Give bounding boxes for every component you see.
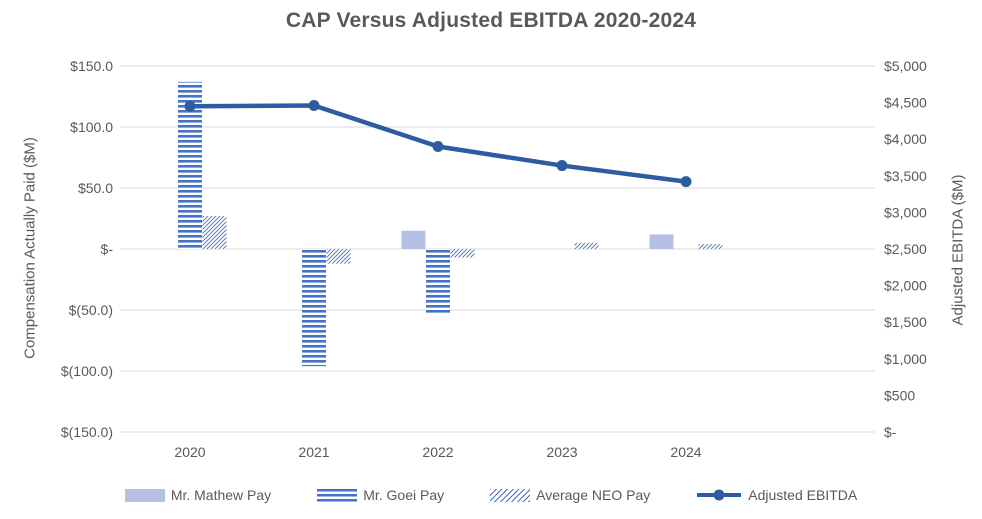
x-axis-label-2021: 2021 [298,444,329,460]
adjusted-ebitda-marker-2022 [432,141,444,153]
left-axis-tick-label: $(150.0) [61,424,113,440]
x-axis-label-2024: 2024 [670,444,701,460]
bar-average-neo-pay-2024 [698,244,723,249]
right-axis-tick-label: $1,500 [884,314,927,330]
legend-label: Adjusted EBITDA [748,487,858,503]
left-axis-tick-label: $- [101,241,114,257]
bar-mr-goei-pay-2021 [302,249,326,367]
average-neo-pay-swatch [490,488,531,502]
bar-average-neo-pay-2021 [326,249,351,264]
adjusted-ebitda-marker-2020 [184,100,196,112]
right-axis-tick-label: $4,500 [884,95,927,111]
legend: Mr. Mathew Pay Mr. Goei Pay Average NEO … [0,483,982,507]
adjusted-ebitda-marker-2023 [556,160,568,172]
bar-mr-mathew-pay-2022 [401,230,426,249]
left-axis-tick-label: $100.0 [70,119,113,135]
x-axis-label-2023: 2023 [546,444,577,460]
right-axis-tick-label: $1,000 [884,351,927,367]
mathew-pay-swatch [124,488,165,502]
x-axis-label-2020: 2020 [174,444,205,460]
right-axis-tick-label: $2,000 [884,278,927,294]
right-axis-tick-label: $4,000 [884,131,927,147]
bar-average-neo-pay-2022 [450,249,475,258]
right-axis-tick-label: $2,500 [884,241,927,257]
right-axis-tick-label: $3,000 [884,204,927,220]
bar-mr-mathew-pay-2024 [649,234,674,249]
legend-item-mathew-pay: Mr. Mathew Pay [124,487,272,503]
legend-label: Average NEO Pay [536,487,651,503]
bar-average-neo-pay-2020 [202,216,227,249]
goei-pay-swatch [317,488,358,502]
right-axis-tick-label: $3,500 [884,168,927,184]
legend-item-average-neo-pay: Average NEO Pay [490,487,650,503]
x-axis-label-2022: 2022 [422,444,453,460]
legend-item-adjusted-ebitda: Adjusted EBITDA [696,487,857,503]
left-axis-tick-label: $150.0 [70,58,113,74]
left-axis-tick-label: $(50.0) [69,302,113,318]
right-axis-tick-label: $5,000 [884,58,927,74]
legend-label: Mr. Mathew Pay [170,487,272,503]
chart-title: CAP Versus Adjusted EBITDA 2020-2024 [285,9,697,32]
adjusted-ebitda-marker-2024 [680,176,692,188]
legend-label: Mr. Goei Pay [363,487,445,503]
left-axis-tick-label: $(100.0) [61,363,113,379]
right-axis-tick-label: $- [884,424,897,440]
adjusted-ebitda-swatch [697,489,742,501]
legend-item-goei-pay: Mr. Goei Pay [317,487,444,503]
adjusted-ebitda-marker-2021 [308,100,320,112]
bar-mr-goei-pay-2022 [426,249,450,314]
left-axis-tick-label: $50.0 [78,180,113,196]
right-axis-tick-label: $500 [884,387,915,403]
bar-average-neo-pay-2023 [574,242,599,249]
